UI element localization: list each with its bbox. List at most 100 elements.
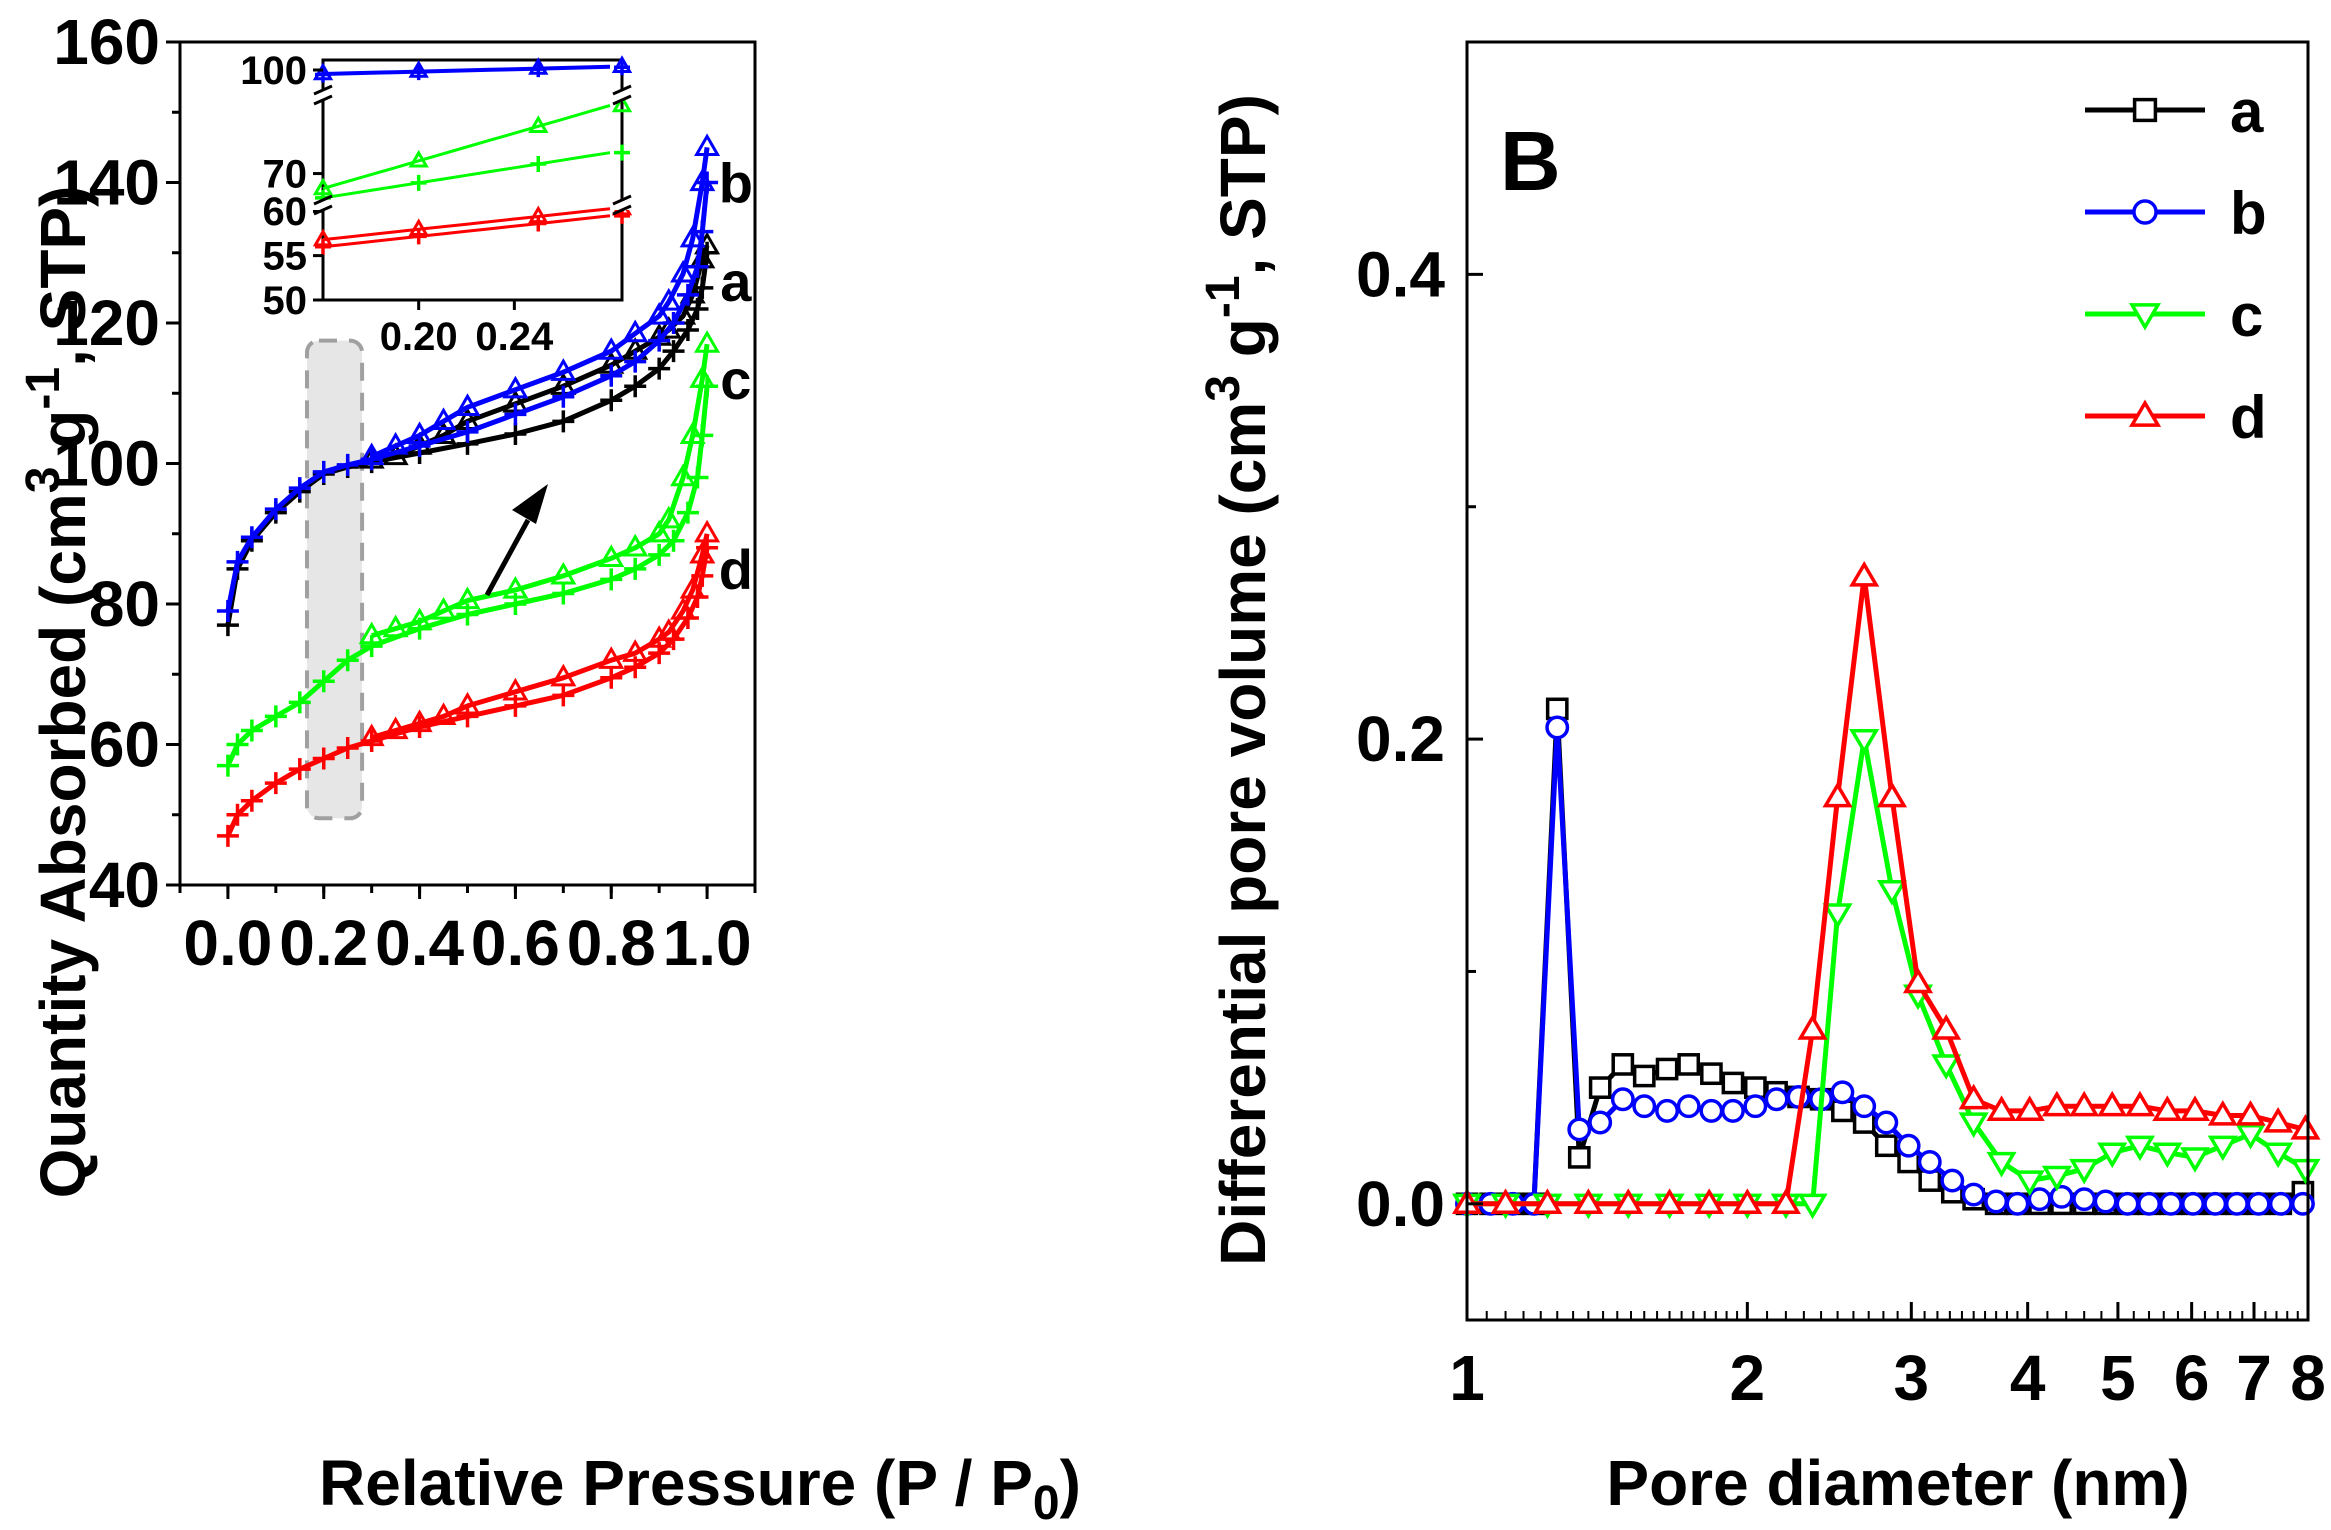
zoom-arrow-head [512,484,548,524]
adsorption-point [624,350,647,373]
inset-series-c [312,94,633,206]
adsorption-point [312,747,335,770]
data-point [1676,1094,1701,1119]
x-axis-title-text: Relative Pressure (P / P [319,1447,1033,1519]
adsorption-point [360,635,383,658]
data-point [2268,1191,2293,1216]
series-b [216,133,721,623]
desorption-point [689,365,716,388]
desorption-point [598,337,625,360]
data-point [1770,1188,1801,1214]
adsorption-point [288,758,311,781]
desorption-point [598,544,625,567]
data-point [1613,1188,1644,1214]
x-tick-label: 1.0 [663,907,752,979]
x-tick-label: 5 [2100,1342,2136,1414]
adsorption-point [552,582,575,605]
adsorption-point [312,460,335,483]
desorption-point [430,702,457,726]
x-tick-label: 2 [1730,1342,1766,1414]
series-c-desorption-line [370,343,710,638]
desorption-point [406,607,433,631]
data-point [1849,560,1880,587]
data-point [1632,1064,1656,1088]
zoom-arrow [484,484,548,597]
inset-point [410,228,427,245]
adsorption-point [648,357,671,380]
y-axis-title-sup: 3 [17,466,70,493]
data-point [2005,1191,2030,1216]
data-point [2014,1095,2045,1122]
desorption-point [622,533,649,557]
data-point [1852,1094,1877,1119]
adsorption-point [288,477,311,500]
data-point [1902,967,1934,994]
y-axis-title-end: , STP) [1207,94,1279,275]
data-point [2093,1189,2118,1214]
desorption-point [550,561,577,585]
data-point [2263,1142,2294,1169]
adsorption-point [686,255,709,278]
x-tick-label: 0.2 [279,907,368,979]
desorption-point [454,691,481,715]
y-axis-title-text: Quantity Absorbed (cm [27,493,99,1198]
x-tick-label: 3 [1894,1342,1930,1414]
adsorption-point [216,824,239,847]
inset-adsorption-line [322,214,611,249]
axis-break-gap [612,90,632,100]
data-point [1588,1076,1612,1099]
data-point [2097,1142,2128,1169]
desorption-point [670,463,697,487]
data-point [2041,1090,2072,1117]
data-point [2246,1191,2271,1216]
data-point [2097,1090,2128,1117]
data-point [2041,1165,2072,1192]
legend-entry-d: d [2085,384,2267,451]
adsorption-point [336,453,359,476]
inset-point [528,205,549,224]
y-tick-label: 0.2 [1356,703,1445,775]
data-point [1567,1117,1592,1142]
desorption-point [358,621,385,645]
data-point [2207,1135,2238,1162]
data-point [1797,1193,1828,1220]
x-tick-label: 6 [2174,1342,2210,1414]
data-point [2027,1187,2052,1212]
desorption-point [502,575,529,599]
adsorption-point [648,329,671,352]
data-point [1732,1188,1763,1214]
desorption-point [689,540,716,564]
adsorption-point [264,498,287,521]
data-point [2137,1191,2161,1216]
data-point [2290,1158,2321,1185]
data-point [1986,1095,2017,1122]
panel-b-letter: B [1500,114,1561,208]
adsorption-point [600,666,623,689]
desorption-point [502,677,529,701]
desorption-point [502,375,529,399]
data-point [2235,1123,2266,1150]
desorption-point [550,663,577,687]
adsorption-point [240,719,263,742]
legend-entry-a: a [2085,78,2264,145]
legend-entry-b: b [2085,180,2267,247]
panel-b-x-axis-title: Pore diameter (nm) [1606,1447,2189,1519]
data-point [2152,1095,2183,1122]
data-point [2207,1100,2238,1126]
x-tick-label: 1 [1449,1342,1485,1414]
inset-y-tick-label: 70 [263,153,308,197]
data-point [1931,1014,1962,1040]
data-point [1876,781,1908,808]
data-point [1610,1087,1635,1112]
desorption-point [670,259,697,283]
x-axis-title-close: ) [1060,1447,1081,1519]
series-end-label-d: d [719,538,753,601]
legend-entry-c: c [2085,282,2263,349]
adsorption-point [662,340,685,363]
y-axis-title-mid: g [1207,318,1279,375]
panel-a-axes: 0.0 0.2 0.4 0.6 0.8 1.0 40 60 80 100 120 140 160 [53,6,757,979]
adsorption-point [691,564,714,587]
adsorption-point [624,557,647,580]
data-point [1588,1110,1613,1135]
